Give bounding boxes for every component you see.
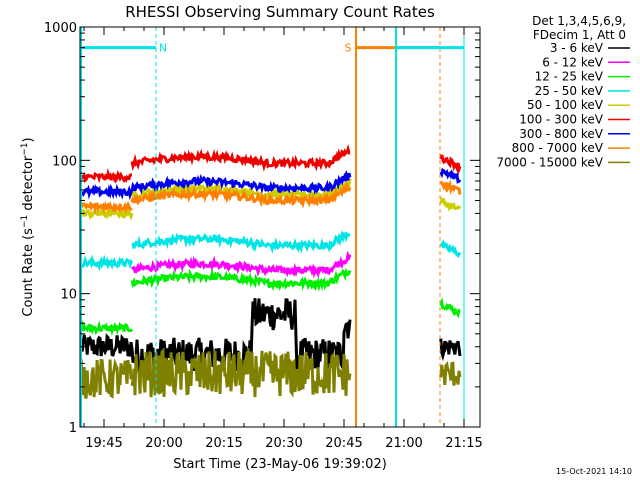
- legend-label: 7000 - 15000 keV: [496, 155, 603, 169]
- legend-label: 6 - 12 keV: [542, 55, 604, 69]
- y-axis-label-sup2: −1: [20, 142, 30, 155]
- legend-label: 100 - 300 keV: [519, 113, 603, 127]
- series-7-main: [130, 180, 352, 209]
- series-7-pre: [80, 200, 133, 215]
- series-4-pre: [79, 205, 134, 221]
- x-tick-label: 20:30: [265, 436, 302, 451]
- footer-date: 15-Oct-2021 14:10: [556, 467, 632, 476]
- series-8-main: [130, 347, 352, 398]
- y-axis-label-main: Count Rate (s: [21, 228, 36, 317]
- legend-label: 300 - 800 keV: [519, 127, 603, 141]
- y-axis-label: Count Rate (s−1 detector−1): [20, 137, 36, 316]
- legend-label: 12 - 25 keV: [535, 70, 604, 84]
- series-3-pre: [80, 254, 134, 272]
- x-tick-label: 20:00: [145, 436, 182, 451]
- legend: Det 1,3,4,5,6,9, FDecim 1, Att 0 3 - 6 k…: [496, 14, 630, 169]
- series-1-main: [130, 250, 352, 280]
- x-axis-label: Start Time (23-May-06 19:39:02): [173, 457, 387, 472]
- marker-label-1: S: [345, 42, 352, 55]
- legend-label: 3 - 6 keV: [550, 41, 604, 55]
- series-7-post: [439, 179, 462, 195]
- y-tick-label: 10: [60, 288, 77, 303]
- series-8-pre: [79, 358, 134, 399]
- y-axis: 1 10 100 1000: [44, 21, 480, 436]
- legend-header-line-1: Det 1,3,4,5,6,9,: [532, 14, 626, 28]
- series-5-main: [130, 144, 351, 172]
- x-tick-label: 19:45: [85, 436, 122, 451]
- y-tick-label: 1: [69, 421, 77, 436]
- y-tick-label: 1000: [44, 21, 77, 36]
- x-tick-label: 20:45: [325, 436, 362, 451]
- y-tick-label: 100: [52, 154, 77, 169]
- series-2-post: [439, 296, 461, 319]
- y-axis-label-sup1: −1: [20, 215, 30, 228]
- series-0-pre: [79, 333, 134, 357]
- series-3-main: [131, 230, 351, 254]
- legend-label: 25 - 50 keV: [535, 84, 604, 98]
- y-axis-label-end: ): [21, 137, 36, 142]
- series-2-pre: [79, 319, 134, 337]
- series-3-post: [439, 238, 462, 258]
- series-0-post: [439, 338, 462, 362]
- series-6-main: [130, 170, 352, 196]
- series-6-pre: [80, 183, 134, 201]
- marker-label-0: N: [159, 42, 167, 55]
- legend-label: 50 - 100 keV: [527, 98, 604, 112]
- x-tick-label: 20:15: [205, 436, 242, 451]
- legend-header-line-2: FDecim 1, Att 0: [533, 28, 626, 42]
- y-axis-label-mid: detector: [21, 155, 36, 215]
- legend-label: 800 - 7000 keV: [512, 141, 604, 155]
- series-6-post: [439, 167, 462, 184]
- x-tick-label: 21:15: [445, 436, 482, 451]
- series-8-post: [439, 360, 462, 386]
- series-2-main: [130, 267, 352, 292]
- series-5-pre: [79, 167, 132, 184]
- series-4-main: [130, 178, 352, 204]
- x-tick-label: 21:00: [385, 436, 422, 451]
- series-4-post: [439, 196, 462, 213]
- x-axis: 19:45 20:00 20:15 20:30 20:45 21:00 21:15: [83, 27, 483, 451]
- series-5-post: [439, 154, 462, 175]
- chart-title: RHESSI Observing Summary Count Rates: [125, 3, 435, 21]
- plot-frame: [79, 26, 481, 428]
